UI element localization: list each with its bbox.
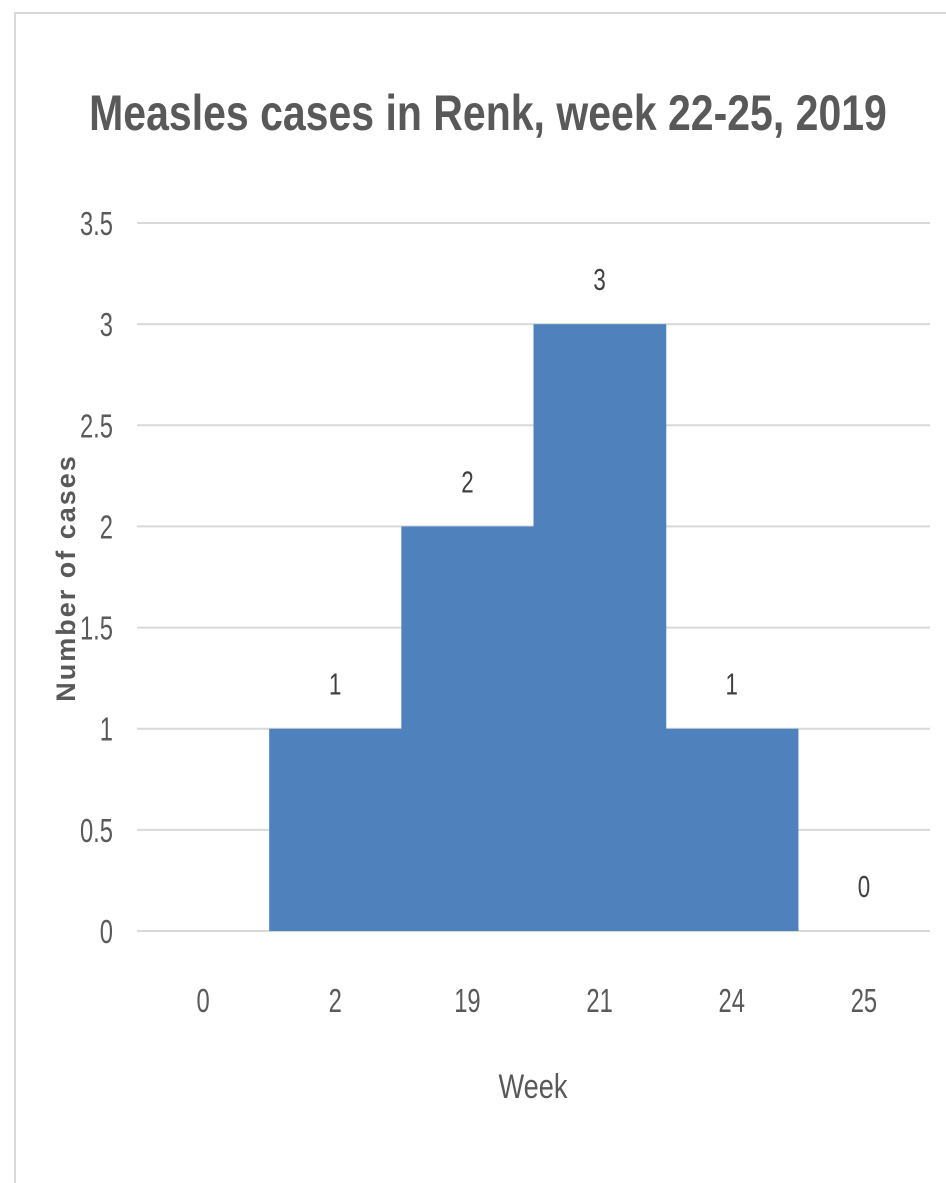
bar [533,324,667,932]
x-tick-label: 19 [454,983,480,1020]
bar [665,728,799,931]
data-label: 3 [593,263,605,297]
data-label: 0 [858,869,870,903]
data-labels: 1 2 3 1 0 [329,263,870,904]
y-axis-title: Number of cases [51,454,81,702]
frame-border-left [14,12,16,1183]
x-tick-label: 21 [586,983,612,1020]
bar [401,526,535,931]
frame-border-top [14,12,946,14]
y-tick-label: 0 [100,914,113,951]
x-axis-title: Week [499,1067,569,1106]
y-tick-label: 2.5 [80,409,113,446]
y-tick-label: 0.5 [80,813,113,850]
y-tick-label: 1 [100,712,113,749]
x-tick-label: 25 [851,983,877,1020]
y-tick-label: 3.5 [80,206,113,243]
x-tick-label: 0 [196,983,209,1020]
x-axis-ticks: 0 2 19 21 24 25 [196,983,877,1020]
data-label: 2 [461,465,473,499]
x-tick-label: 24 [719,983,745,1020]
bars [269,324,799,932]
y-tick-label: 2 [100,510,113,547]
data-label: 1 [329,667,341,701]
bar [269,728,402,931]
data-label: 1 [726,667,738,701]
y-axis-ticks: 0 0.5 1 1.5 2 2.5 3 3.5 [80,206,113,951]
x-tick-label: 2 [329,983,342,1020]
chart-title: Measles cases in Renk, week 22-25, 2019 [89,85,887,141]
y-tick-label: 1.5 [80,611,113,648]
y-tick-label: 3 [100,307,113,344]
